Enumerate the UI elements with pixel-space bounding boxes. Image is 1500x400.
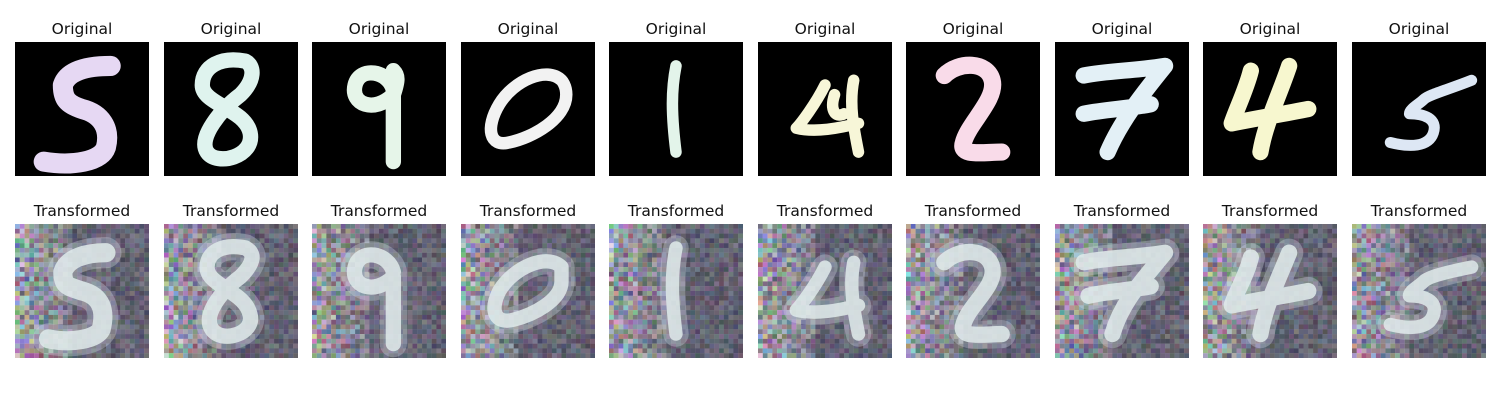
panel-title: Transformed — [182, 202, 280, 220]
digit-image — [609, 224, 743, 358]
digit-image — [906, 224, 1040, 358]
panel-title: Original — [497, 20, 559, 38]
digit-image — [1203, 224, 1337, 358]
original-panel-9: Original — [1203, 20, 1337, 180]
panel-title: Transformed — [627, 202, 725, 220]
transformed-panel-5: Transformed — [609, 202, 743, 362]
panel-title: Transformed — [1221, 202, 1319, 220]
panel-title: Transformed — [1370, 202, 1468, 220]
digit-image — [1203, 42, 1337, 176]
transformed-panel-9: Transformed — [1203, 202, 1337, 362]
panel-title: Original — [200, 20, 262, 38]
digit-image — [609, 42, 743, 176]
panel-title: Transformed — [33, 202, 131, 220]
digit-image — [164, 224, 298, 358]
panel-title: Original — [645, 20, 707, 38]
transformed-panel-2: Transformed — [164, 202, 298, 362]
panel-title: Original — [942, 20, 1004, 38]
transformed-panel-8: Transformed — [1055, 202, 1189, 362]
digit-image — [906, 42, 1040, 176]
panel-title: Original — [51, 20, 113, 38]
transformed-panel-10: Transformed — [1352, 202, 1486, 362]
panel-title: Transformed — [330, 202, 428, 220]
transformed-panel-4: Transformed — [461, 202, 595, 362]
digit-image — [164, 42, 298, 176]
transformed-panel-3: Transformed — [312, 202, 446, 362]
panel-title: Transformed — [479, 202, 577, 220]
panel-title: Transformed — [776, 202, 874, 220]
digit-image — [758, 224, 892, 358]
digit-image — [758, 42, 892, 176]
original-panel-3: Original — [312, 20, 446, 180]
transformed-panel-6: Transformed — [758, 202, 892, 362]
panel-title: Original — [1091, 20, 1153, 38]
original-panel-8: Original — [1055, 20, 1189, 180]
panel-title: Original — [348, 20, 410, 38]
original-panel-4: Original — [461, 20, 595, 180]
digit-image — [461, 224, 595, 358]
original-panel-7: Original — [906, 20, 1040, 180]
original-panel-1: Original — [15, 20, 149, 180]
panel-title: Transformed — [924, 202, 1022, 220]
panel-title: Original — [794, 20, 856, 38]
digit-image — [15, 224, 149, 358]
original-panel-10: Original — [1352, 20, 1486, 180]
panel-title: Original — [1388, 20, 1450, 38]
transformed-panel-7: Transformed — [906, 202, 1040, 362]
panel-title: Original — [1239, 20, 1301, 38]
digit-image — [1055, 42, 1189, 176]
original-panel-2: Original — [164, 20, 298, 180]
digit-image — [15, 42, 149, 176]
digit-image — [312, 42, 446, 176]
original-panel-6: Original — [758, 20, 892, 180]
digit-image — [461, 42, 595, 176]
digit-image — [1055, 224, 1189, 358]
digit-image — [312, 224, 446, 358]
panel-title: Transformed — [1073, 202, 1171, 220]
transformed-panel-1: Transformed — [15, 202, 149, 362]
digit-image — [1352, 42, 1486, 176]
original-panel-5: Original — [609, 20, 743, 180]
digit-image — [1352, 224, 1486, 358]
